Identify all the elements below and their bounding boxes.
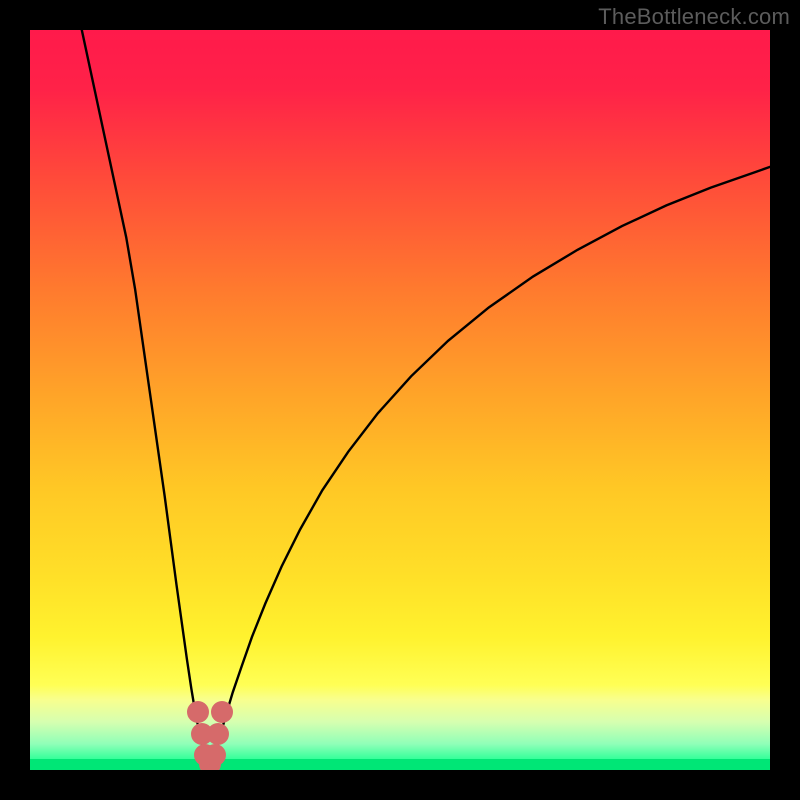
data-marker (211, 701, 233, 723)
watermark-text: TheBottleneck.com (598, 4, 790, 30)
outer-frame: TheBottleneck.com (0, 0, 800, 800)
marker-layer (30, 30, 770, 770)
data-marker (204, 744, 226, 766)
data-marker (207, 723, 229, 745)
plot-area (30, 30, 770, 770)
data-marker (187, 701, 209, 723)
